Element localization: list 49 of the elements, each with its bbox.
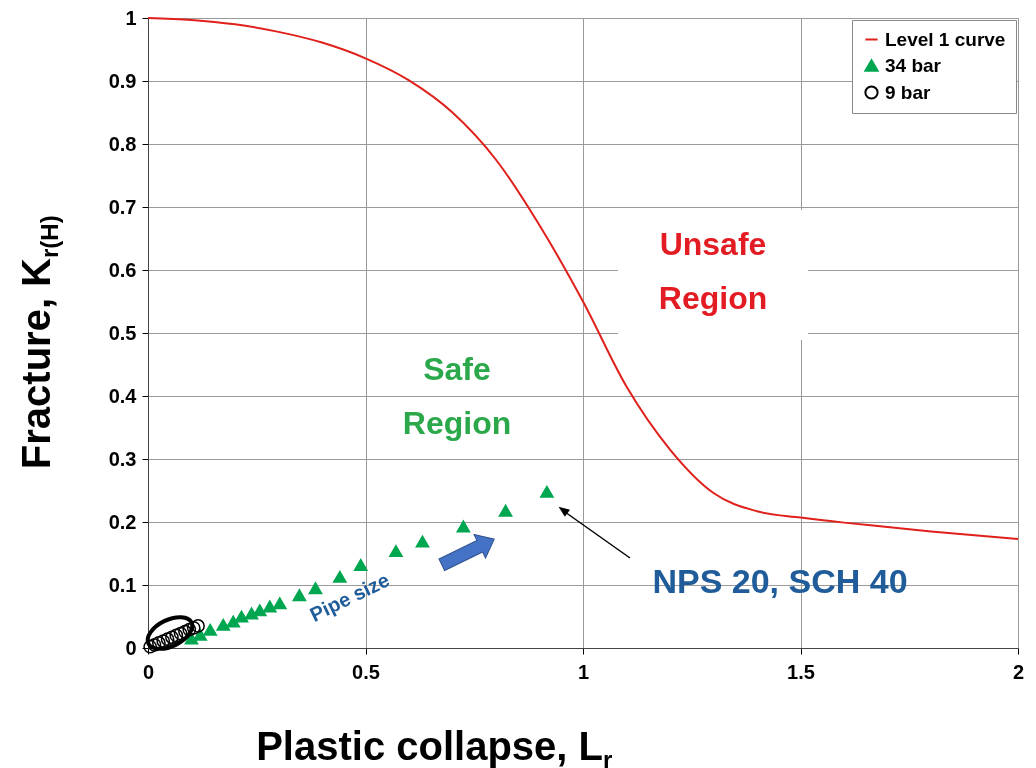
- point: [498, 504, 513, 517]
- annotation: NPS 20, SCH 40: [652, 562, 908, 600]
- x-tick-label: 1: [577, 660, 590, 683]
- annotation: Unsafe Region: [658, 226, 768, 317]
- x-tick-label: 1.5: [787, 660, 815, 683]
- y-tick-label: 0.4: [108, 384, 138, 407]
- point: [353, 558, 368, 571]
- point: [147, 637, 162, 652]
- y-tick-label: 0.8: [108, 132, 137, 155]
- annotation: Safe Region: [402, 351, 512, 442]
- y-tick-label: 0.6: [108, 258, 137, 281]
- point: [415, 535, 430, 548]
- point: [292, 589, 307, 602]
- y-tick-label: 1: [125, 6, 137, 29]
- y-tick-label: 0.1: [108, 573, 137, 596]
- annotation: Pipe size: [306, 568, 393, 626]
- legend-label: 34 bar: [885, 54, 942, 76]
- point: [389, 544, 403, 558]
- x-tick-label: 2: [1012, 660, 1025, 683]
- point: [456, 520, 471, 533]
- y-axis-title: Fracture, Kr(H): [14, 215, 63, 470]
- y-tick-label: 0.3: [108, 447, 137, 470]
- y-tick-label: 0.9: [108, 69, 137, 92]
- point: [184, 632, 199, 645]
- point: [226, 615, 241, 628]
- legend-label: Level 1 curve: [885, 28, 1006, 50]
- point: [143, 639, 158, 654]
- y-tick-label: 0.2: [108, 510, 137, 533]
- point: [203, 623, 218, 636]
- x-tick-label: 0.5: [352, 660, 380, 683]
- point: [244, 607, 259, 620]
- point: [178, 624, 192, 639]
- point: [173, 626, 188, 641]
- point: [216, 618, 231, 631]
- point: [182, 622, 197, 637]
- point: [540, 485, 554, 498]
- y-tick-label: 0.5: [108, 321, 137, 344]
- legend-label: 9 bar: [885, 81, 932, 103]
- y-tick-label: 0: [125, 636, 137, 659]
- point: [186, 620, 201, 635]
- point: [272, 597, 287, 610]
- x-tick-label: 0: [142, 660, 155, 683]
- point: [332, 570, 347, 583]
- point: [191, 619, 205, 633]
- y-tick-label: 0.7: [108, 195, 137, 218]
- point: [308, 582, 323, 595]
- point: [156, 634, 171, 648]
- point: [234, 610, 249, 623]
- point: [262, 600, 277, 613]
